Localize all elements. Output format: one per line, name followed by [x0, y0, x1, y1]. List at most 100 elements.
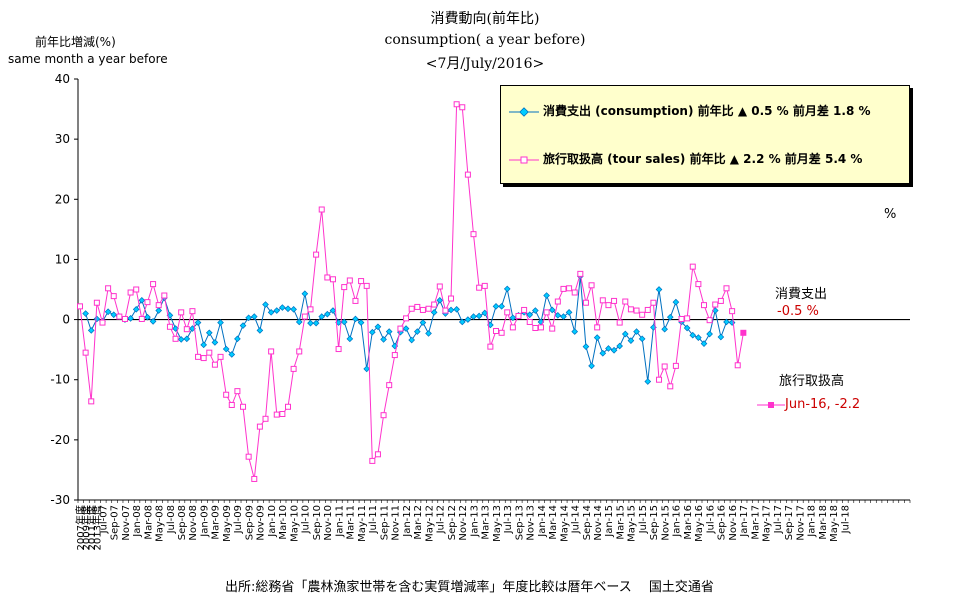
x-tick-label: May-13: [492, 505, 503, 542]
data-point-tour: [329, 276, 336, 283]
percent-label: %: [884, 207, 897, 222]
data-point-consumption: [93, 315, 101, 323]
x-tick-label: Jan-12: [402, 505, 413, 538]
x-tick-label: Mar-12: [413, 505, 424, 540]
x-tick-label: Sep-11: [379, 505, 390, 540]
data-point-tour: [380, 412, 387, 419]
data-point-tour: [436, 283, 443, 290]
data-point-tour: [622, 298, 629, 305]
tour-annotation-point-text: Jun-16, -2.2: [785, 397, 861, 412]
data-point-tour: [611, 297, 618, 304]
x-tick-label: Sep-16: [717, 505, 728, 540]
data-point-consumption: [340, 318, 348, 326]
data-point-consumption: [481, 309, 489, 317]
data-point-tour: [195, 353, 202, 360]
data-point-consumption: [402, 325, 410, 332]
data-point-consumption: [565, 309, 573, 316]
data-point-tour: [150, 281, 157, 288]
data-point-consumption: [464, 316, 472, 323]
x-tick-label: Sep-10: [312, 505, 323, 540]
data-point-tour: [695, 281, 702, 288]
x-tick-label: May-15: [627, 505, 638, 542]
data-point-tour: [431, 301, 438, 308]
data-point-consumption: [683, 324, 691, 332]
data-point-tour: [268, 348, 275, 355]
data-point-tour: [127, 289, 134, 296]
data-point-consumption: [610, 346, 618, 354]
data-point-tour: [543, 309, 550, 316]
data-point-tour: [605, 302, 612, 309]
x-tick-label: Jul-17: [773, 505, 784, 534]
data-point-tour: [296, 348, 303, 355]
data-point-consumption: [582, 343, 590, 350]
data-point-consumption: [290, 306, 297, 313]
data-point-tour: [88, 398, 95, 405]
data-point-consumption: [633, 328, 640, 335]
data-point-tour: [453, 101, 460, 108]
x-tick-label: Jul-09: [233, 505, 244, 534]
data-point-tour: [217, 353, 224, 360]
data-point-consumption: [369, 328, 376, 336]
x-tick-label: Mar-13: [481, 505, 492, 540]
data-point-consumption: [447, 306, 455, 314]
data-point-tour: [341, 284, 348, 291]
tour-annotation-marker: [757, 401, 785, 408]
data-point-consumption: [318, 313, 326, 320]
data-point-tour: [493, 327, 499, 334]
x-tick-label: Mar-08: [143, 505, 154, 540]
x-tick-label: May-18: [829, 505, 840, 542]
data-point-consumption: [498, 303, 505, 310]
y-tick-label: 0: [62, 313, 70, 327]
x-tick-label: Sep-15: [649, 505, 660, 540]
y-tick-label: 30: [55, 132, 70, 146]
data-point-consumption: [144, 313, 151, 321]
data-point-tour: [729, 308, 736, 315]
data-point-tour: [133, 286, 140, 293]
data-point-consumption: [599, 349, 607, 357]
data-point-tour: [734, 362, 741, 369]
data-point-tour: [301, 313, 308, 320]
data-point-consumption: [273, 307, 281, 314]
data-point-tour: [582, 299, 589, 306]
data-point-consumption: [661, 325, 668, 333]
data-point-consumption: [329, 307, 337, 314]
data-point-tour: [661, 363, 668, 370]
data-point-consumption: [149, 318, 157, 325]
y-tick-label: -20: [50, 433, 70, 447]
data-point-tour: [161, 292, 168, 299]
x-tick-label: Nov-16: [728, 505, 739, 541]
data-point-consumption: [458, 318, 466, 326]
data-point-consumption: [132, 306, 140, 313]
data-point-tour: [414, 303, 421, 310]
x-tick-label: Mar-10: [278, 505, 289, 540]
source-note: 出所:総務省「農林漁家世帯を含む実質増減率」年度比較は暦年ベース 国土交通省: [225, 580, 714, 595]
data-point-consumption: [706, 330, 713, 338]
data-point-tour: [509, 324, 516, 331]
x-tick-label: Jul-08: [166, 505, 177, 534]
data-point-tour: [588, 282, 595, 289]
legend-entry-consumption: 消費支出 (consumption) 前年比 ▲ 0.5 % 前月差 1.8 %: [509, 102, 871, 119]
data-point-consumption: [155, 307, 163, 314]
data-point-tour: [504, 309, 511, 316]
data-point-tour: [206, 349, 213, 356]
data-point-consumption: [217, 319, 224, 326]
data-point-tour: [234, 388, 241, 395]
legend-text-consumption: 消費支出 (consumption) 前年比 ▲ 0.5 % 前月差 1.8 %: [543, 104, 871, 118]
data-point-consumption: [593, 334, 601, 341]
data-point-tour: [82, 349, 89, 356]
data-point-tour: [678, 315, 685, 322]
data-point-tour: [644, 306, 651, 313]
data-point-consumption: [183, 335, 191, 343]
x-tick-label: Jan-09: [199, 505, 210, 538]
chart-subtitle: consumption( a year before): [384, 32, 586, 48]
x-tick-label: Nov-11: [391, 505, 402, 541]
data-point-tour: [110, 293, 117, 300]
x-tick-label: Sep-07: [110, 505, 121, 540]
data-point-tour: [178, 309, 185, 316]
y-axis-label-en: same month a year before: [8, 52, 168, 66]
data-point-tour: [672, 362, 679, 369]
data-point-consumption: [621, 330, 629, 338]
data-point-tour: [723, 285, 730, 292]
data-point-tour: [358, 278, 365, 285]
